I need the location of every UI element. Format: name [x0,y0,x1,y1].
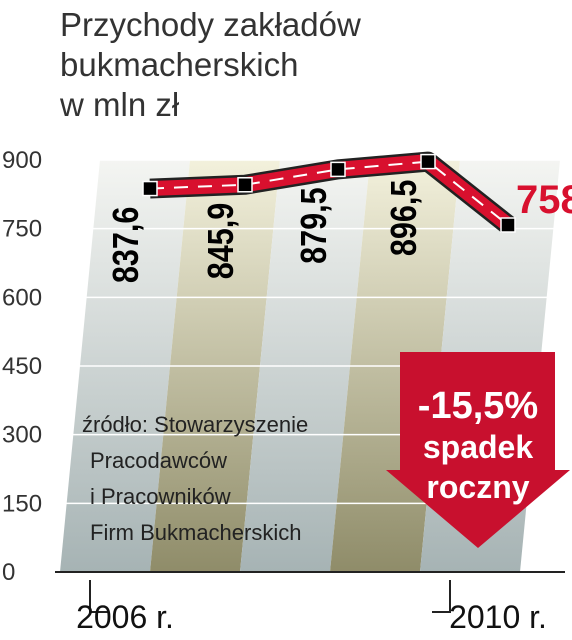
source: i Pracowników [90,484,231,509]
bracket [89,580,108,613]
y-tick-label: 150 [2,490,42,517]
data-label: 879,5 [295,187,335,264]
y-tick-label: 900 [2,147,42,174]
marker [237,177,253,193]
source: źródło: Stowarzyszenie [82,412,308,437]
line-dash [149,160,509,226]
source: Firm Bukmacherskich [90,520,301,545]
bracket [432,580,451,613]
chart-title: bukmacherskich [60,46,298,83]
chart-title: w mln zł [59,86,180,123]
data-label: 845,9 [202,203,242,280]
annotation: spadek [423,429,533,465]
arrow [386,352,570,548]
x-tick-label: 2006 r. [76,599,174,635]
y-tick-label: 750 [2,216,42,243]
y-tick-label: 0 [2,559,15,586]
source: Pracodawców [90,448,227,473]
chart-title: Przychody zakładów [60,6,361,43]
data-label: 837,6 [107,207,147,284]
data-label: 896,5 [385,180,425,257]
annotation: roczny [426,469,529,505]
marker [420,153,436,170]
y-tick-label: 600 [2,284,42,311]
annotation: -15,5% [418,385,538,427]
y-tick-label: 450 [2,353,42,380]
marker [500,217,516,233]
x-tick-label: 2010 r. [449,599,547,635]
marker [142,180,158,197]
marker [330,161,346,178]
data-label: 758 [516,178,572,222]
y-tick-label: 300 [2,422,42,449]
